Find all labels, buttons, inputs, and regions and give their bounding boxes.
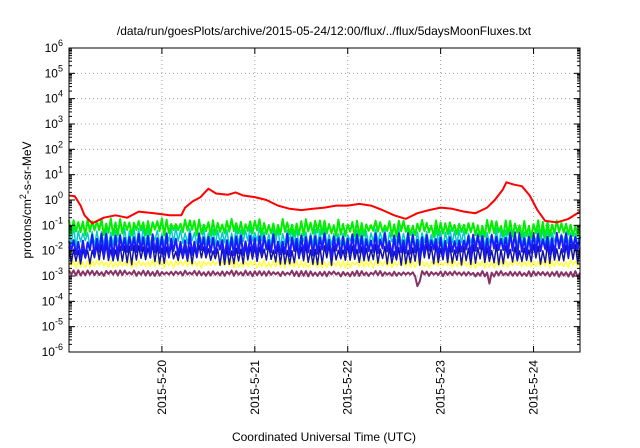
series-yellow: [68, 258, 581, 269]
y-tick-label: 103: [45, 114, 63, 131]
series-blue: [68, 231, 581, 260]
series-navy: [68, 243, 581, 266]
y-tick-label: 10-6: [42, 342, 63, 359]
y-tick-label: 101: [45, 165, 63, 182]
series-green: [68, 217, 581, 239]
data-series: [68, 181, 581, 288]
x-tick-label: 2015-5-22: [341, 360, 355, 415]
x-tick-label: 2015-5-23: [434, 360, 448, 415]
y-tick-label: 106: [45, 38, 63, 55]
x-tick-label: 2015-5-24: [527, 360, 541, 415]
y-tick-label: 10-1: [42, 215, 63, 232]
y-tick-label: 105: [45, 63, 63, 80]
y-tick-label: 10-5: [42, 317, 63, 334]
y-axis-label: protons/cm2-s-sr-MeV: [18, 141, 34, 258]
series-purple: [68, 269, 581, 288]
x-tick-label: 2015-5-20: [155, 360, 169, 415]
series-red: [68, 181, 581, 225]
y-tick-label: 10-2: [42, 241, 63, 258]
x-axis-ticks: 2015-5-20 2015-5-21 2015-5-22 2015-5-23 2015…: [155, 48, 541, 415]
y-tick-label: 100: [45, 190, 63, 207]
y-axis-ticks: 10-6 10-5 10-4 10-3 10-2 10-1 100 101 102 103 104 1…: [42, 38, 580, 359]
y-tick-label: 102: [45, 139, 63, 156]
chart-title: /data/run/goesPlots/archive/2015-05-24/1…: [117, 24, 532, 38]
x-axis-label: Coordinated Universal Time (UTC): [232, 430, 416, 444]
y-tick-label: 10-3: [42, 266, 63, 283]
y-tick-label: 10-4: [42, 291, 63, 308]
y-tick-label: 104: [45, 89, 63, 106]
grid-lines: [69, 48, 580, 352]
x-tick-label: 2015-5-21: [248, 360, 262, 415]
